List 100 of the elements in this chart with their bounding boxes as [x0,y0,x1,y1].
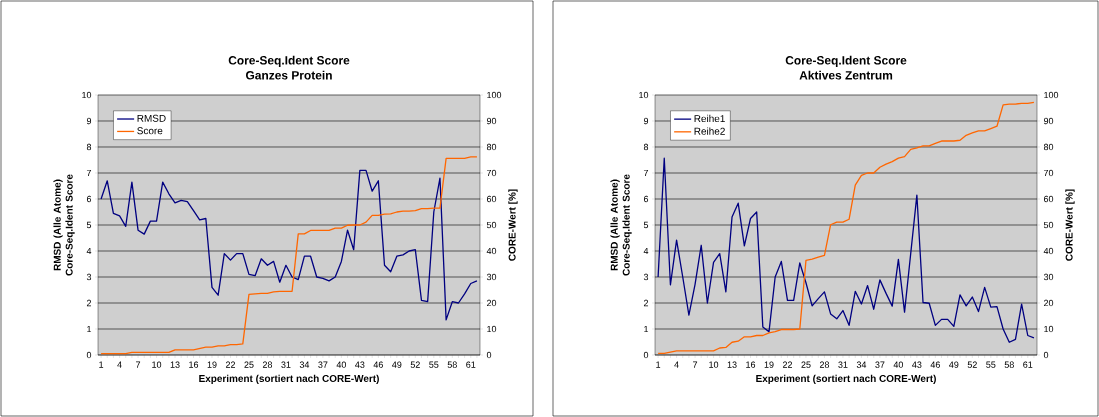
chart-subtitle: Aktives Zentrum [799,70,893,80]
x-tick-label: 16 [189,361,199,368]
x-tick-label: 25 [801,361,811,368]
y2-tick-label: 70 [1043,169,1054,177]
x-tick-label: 22 [225,361,236,368]
y-tick-label: 2 [86,299,92,307]
y2-axis-title: CORE-Wert [%] [508,189,518,261]
y-tick-label: 8 [643,143,649,151]
line-series [657,157,1035,343]
x-tick-label: 46 [373,361,383,368]
y-tick-label: 7 [86,169,92,177]
x-tick-label: 31 [838,361,848,368]
x-tick-label: 43 [912,361,922,368]
x-tick-label: 58 [1004,361,1014,368]
x-tick-label: 40 [893,361,904,368]
y-tick-label: 6 [86,195,92,203]
x-tick-label: 25 [244,361,254,368]
y-tick-label: 3 [643,273,649,281]
y-tick-label: 8 [86,143,92,151]
chart-title: Core-Seq.Ident Score [785,55,907,67]
x-tick-label: 52 [410,361,420,368]
x-tick-label: 1 [99,361,104,368]
x-tick-label: 61 [466,361,476,368]
x-tick-label: 49 [949,361,959,368]
y-tick-label: 5 [86,221,92,229]
x-tick-label: 37 [875,361,885,368]
y-axis-title: RMSD (Alle Atome) Core-Seq.Ident Score [53,174,75,276]
y-tick-label: 0 [86,351,92,359]
y2-tick-label: 40 [1043,247,1054,255]
y-tick-label: 7 [643,169,649,177]
line-series [100,169,478,321]
x-tick-label: 28 [819,361,830,368]
x-tick-label: 46 [930,361,940,368]
legend-label: Reihe2 [694,127,725,135]
y-tick-label: 9 [86,117,92,125]
y-tick-label: 5 [643,221,649,229]
x-tick-label: 31 [281,361,291,368]
x-tick-label: 4 [117,361,122,368]
x-tick-label: 61 [1023,361,1033,368]
x-tick-label: 40 [336,361,347,368]
y2-tick-label: 90 [486,117,497,125]
y-tick-label: 1 [644,325,649,333]
x-tick-label: 4 [674,361,679,368]
y2-tick-label: 50 [486,221,497,229]
y2-tick-label: 90 [1043,117,1054,125]
x-tick-label: 28 [262,361,273,368]
x-tick-label: 19 [207,361,217,368]
y2-tick-label: 0 [1043,351,1049,359]
x-tick-label: 55 [429,361,439,368]
x-tick-label: 16 [746,361,756,368]
y-tick-label: 1 [87,325,92,333]
x-tick-label: 37 [318,361,328,368]
y2-axis-title: CORE-Wert [%] [1065,189,1075,261]
x-tick-label: 34 [299,361,310,368]
x-tick-label: 10 [152,361,162,368]
x-tick-label: 49 [392,361,402,368]
x-tick-label: 19 [764,361,774,368]
chart-title: Core-Seq.Ident Score [228,55,350,67]
y2-tick-label: 50 [1043,221,1054,229]
x-tick-label: 13 [727,361,737,368]
y2-tick-label: 30 [1043,273,1054,281]
x-tick-label: 58 [447,361,457,368]
x-tick-label: 43 [355,361,365,368]
y-tick-label: 3 [86,273,92,281]
y2-tick-label: 40 [486,247,497,255]
x-tick-label: 13 [170,361,180,368]
y-tick-label: 10 [639,91,649,99]
y-tick-label: 10 [82,91,92,99]
y2-tick-label: 80 [1043,143,1054,151]
y2-tick-label: 70 [486,169,497,177]
legend-label: Reihe1 [694,114,725,123]
y-tick-label: 6 [643,195,649,203]
legend-label: RMSD [137,114,166,122]
y2-tick-label: 10 [1044,325,1054,333]
y-tick-label: 4 [86,247,92,255]
y2-tick-label: 0 [486,351,492,359]
y2-tick-label: 30 [486,273,497,281]
y2-tick-label: 10 [487,325,497,333]
y-tick-label: 2 [643,299,649,307]
x-tick-label: 22 [782,361,793,368]
y2-tick-label: 20 [486,299,497,307]
x-tick-label: 34 [856,361,867,368]
y2-tick-label: 100 [487,91,502,99]
x-tick-label: 52 [967,361,977,368]
y2-tick-label: 20 [1043,299,1054,307]
x-tick-label: 10 [709,361,719,368]
y-tick-label: 9 [643,117,649,125]
y-axis-title: RMSD (Alle Atome) Core-Seq.Ident Score [610,174,632,276]
y2-tick-label: 60 [486,195,497,203]
y-tick-label: 4 [643,247,649,255]
y-tick-label: 0 [643,351,649,359]
x-tick-label: 1 [656,361,661,368]
legend-label: Score [137,127,163,135]
y2-tick-label: 100 [1044,91,1059,99]
y2-tick-label: 60 [1043,195,1054,203]
x-axis-title: Experiment (sortiert nach CORE-Wert) [756,374,936,384]
x-axis-title: Experiment (sortiert nach CORE-Wert) [199,374,379,384]
x-tick-label: 7 [693,361,698,368]
chart-subtitle: Ganzes Protein [245,70,332,80]
x-tick-label: 55 [986,361,996,368]
